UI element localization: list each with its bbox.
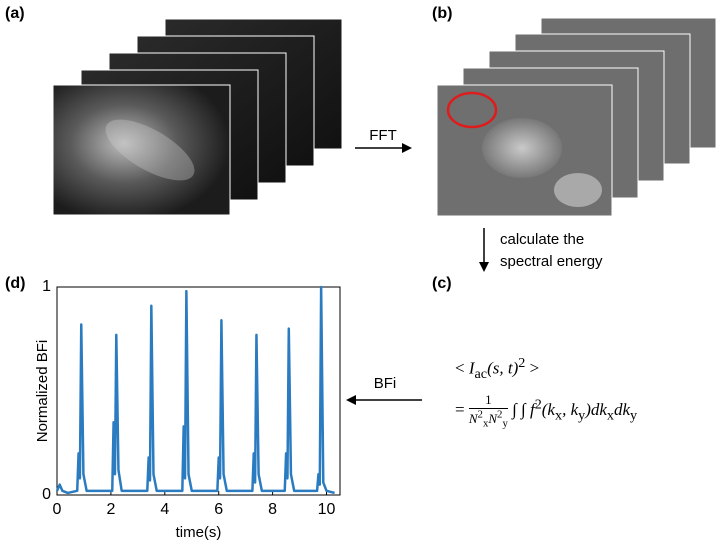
formula-part: y <box>630 407 638 424</box>
panel-label: (c) <box>432 275 452 292</box>
formula-part: 2 <box>534 396 542 413</box>
equals: = <box>455 399 465 419</box>
panel-label: (d) <box>5 275 25 292</box>
formula-part: x <box>606 407 614 424</box>
formula-part: dk <box>613 399 631 419</box>
x-tick-label: 2 <box>106 501 115 518</box>
plot-frame <box>56 286 341 496</box>
arrow-label: spectral energy <box>500 253 603 270</box>
x-tick-label: 6 <box>214 501 223 518</box>
denominator: N2xN2y <box>468 409 508 430</box>
numerator: 1 <box>468 392 508 409</box>
arrow-head <box>402 143 412 153</box>
plot: 0 2 4 6 8 10 0 1 time(s) Normalized BFi <box>34 278 341 541</box>
integral: ∫ ∫ f2(kx, ky)dkxdky <box>512 396 637 423</box>
x-axis-label: time(s) <box>176 524 222 541</box>
formula-part: f <box>529 399 535 419</box>
formula-line2: = 1 N2xN2y ∫ ∫ f2(kx, ky)dkxdky <box>455 392 637 430</box>
formula-part: y <box>502 417 508 430</box>
formula-part: 2 <box>477 409 483 421</box>
panel-label: (b) <box>432 5 452 22</box>
arrow-head <box>346 395 356 405</box>
formula-part: < <box>455 358 469 378</box>
formula-part: ∫ ∫ <box>512 399 530 419</box>
formula-part: x <box>554 407 563 424</box>
fraction: 1 N2xN2y <box>468 392 508 430</box>
y-tick-label: 1 <box>42 278 51 295</box>
formula-line1: < Iac(s, t)2 > <box>455 355 539 383</box>
stack-b <box>436 17 717 217</box>
y-axis-label: Normalized BFi <box>34 340 51 443</box>
arrow-label: FFT <box>369 127 397 144</box>
formula-part: (s, t) <box>487 358 519 378</box>
arrow-head <box>479 262 489 272</box>
formula-part: > <box>525 358 540 378</box>
formula-part: )dk <box>585 399 607 419</box>
formula-part: 2 <box>518 355 526 371</box>
formula-part: N <box>468 411 478 427</box>
formula-part: ac <box>474 366 488 383</box>
formula-part: I <box>468 358 475 378</box>
x-tick-label: 8 <box>268 501 277 518</box>
panel-label: (a) <box>5 5 25 22</box>
formula-part: y <box>578 407 586 424</box>
x-tick-label: 10 <box>318 501 336 518</box>
formula-part: x <box>482 417 489 430</box>
arrow-label: BFi <box>374 375 397 392</box>
formula-part: (k <box>541 399 555 419</box>
arrow-label: calculate the <box>500 231 584 248</box>
stack-a <box>52 18 343 216</box>
formula-part: 2 <box>497 409 503 421</box>
y-tick-label: 0 <box>42 486 51 503</box>
formula-part: , k <box>562 399 579 419</box>
formula-part: N <box>488 411 498 427</box>
data-line <box>55 285 335 495</box>
x-tick-label: 0 <box>53 501 62 518</box>
x-tick-label: 4 <box>160 501 169 518</box>
